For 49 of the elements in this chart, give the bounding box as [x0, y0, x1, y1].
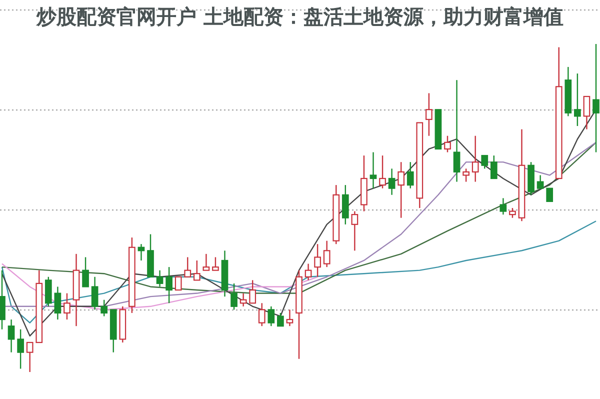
candlestick: [472, 135, 479, 182]
candlestick: [138, 243, 145, 262]
candlestick: [546, 188, 554, 202]
candlestick: [54, 286, 62, 320]
candlestick: [286, 309, 294, 327]
candlestick: [82, 256, 89, 288]
candlestick: [258, 302, 266, 327]
candlestick: [583, 96, 590, 130]
candlestick: [202, 253, 210, 271]
candlestick: [490, 154, 498, 180]
candlestick: [174, 276, 182, 291]
candlestick: [184, 256, 192, 278]
candlestick: [277, 312, 284, 327]
candlestick: [426, 92, 432, 136]
candlestick: [230, 282, 238, 310]
candlestick: [370, 152, 377, 189]
candlestick: [304, 263, 312, 281]
candlestick: [500, 198, 507, 216]
candlestick: [8, 318, 15, 353]
candlestick: [249, 280, 256, 304]
candlestick: [268, 306, 275, 327]
candlestick: [398, 161, 405, 218]
candlestick: [166, 266, 172, 304]
candlestick: [240, 292, 247, 307]
candlestick: [212, 256, 219, 271]
candlestick: [17, 328, 24, 370]
candlestick: [193, 260, 200, 281]
candlestick: [91, 276, 98, 310]
candlestick: [314, 243, 321, 278]
candlestick: [26, 342, 34, 373]
candlestick: [406, 161, 414, 189]
candlestick: [44, 276, 52, 307]
candlestick: [444, 135, 451, 153]
candlestick: [574, 72, 581, 127]
candlestick: [453, 79, 460, 182]
candlestick: [323, 240, 330, 268]
candlestick: [64, 292, 70, 320]
candlestick: [536, 174, 544, 189]
candlestick: [592, 43, 600, 153]
candlestick: [388, 168, 396, 196]
candlestick: [156, 270, 164, 288]
candlestick: [462, 168, 470, 182]
candlestick: [379, 154, 386, 189]
candlestick: [509, 207, 516, 218]
candlestick: [100, 299, 108, 317]
chart-title: 炒股配资官网开户 土地配资：盘活土地资源，助力财富增值: [36, 4, 564, 28]
candlestick: [342, 184, 349, 225]
candlestick: [351, 210, 358, 252]
candlestick: [481, 154, 488, 170]
